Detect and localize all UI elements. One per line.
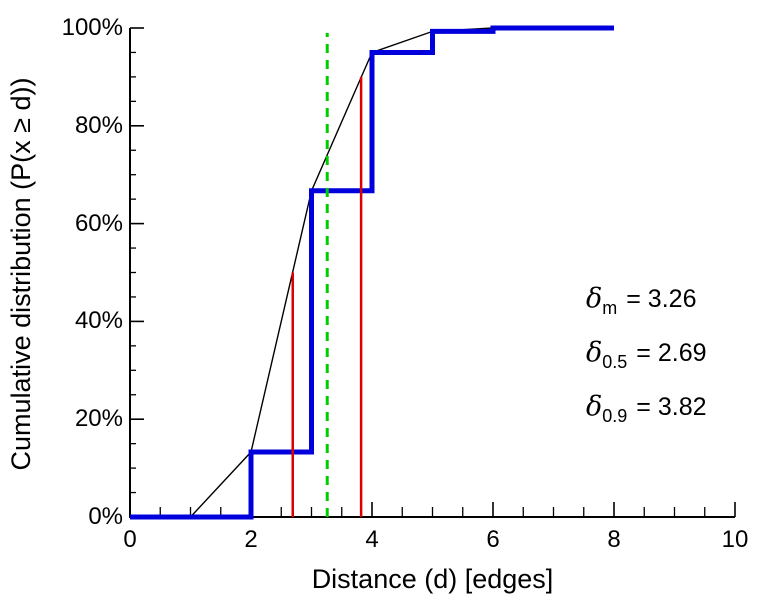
x-tick-label: 6 <box>486 526 500 553</box>
y-tick-label: 20% <box>74 405 123 433</box>
x-tick-label: 8 <box>607 526 621 553</box>
delta-symbol: δ <box>586 283 603 314</box>
mean-annotation: δm = 3.26 <box>586 283 707 337</box>
y-tick-label: 0% <box>88 503 123 530</box>
y-tick-label: 80% <box>74 111 123 139</box>
p90-annotation: δ0.9 = 3.82 <box>586 391 707 445</box>
delta-subscript: 0.9 <box>602 406 628 426</box>
x-axis-label: Distance (d) [edges] <box>311 564 554 594</box>
annotation-value: = 3.82 <box>636 393 707 421</box>
stats-annotations: δm = 3.26 δ0.5 = 2.69 δ0.9 = 3.82 <box>586 283 707 445</box>
y-tick-label: 40% <box>74 307 123 335</box>
median-annotation: δ0.5 = 2.69 <box>586 337 707 391</box>
x-tick-label: 10 <box>721 526 749 553</box>
cumulative-distance-distribution <box>130 25 614 520</box>
delta-symbol: δ <box>586 391 603 422</box>
x-tick-label: 4 <box>365 526 379 553</box>
y-tick-label: 100% <box>61 14 123 41</box>
linear-interpolation-curve <box>130 27 614 518</box>
x-tick-label: 2 <box>244 526 258 553</box>
annotation-value: = 3.26 <box>626 285 697 313</box>
delta-subscript: m <box>602 298 618 318</box>
delta-symbol: δ <box>586 337 603 368</box>
delta-subscript: 0.5 <box>602 352 628 372</box>
y-tick-label: 60% <box>74 209 123 237</box>
y-axis-label: Cumulative distribution (P(x ≥ d)) <box>6 77 36 471</box>
x-tick-label: 0 <box>123 526 137 553</box>
annotation-value: = 2.69 <box>636 339 707 367</box>
